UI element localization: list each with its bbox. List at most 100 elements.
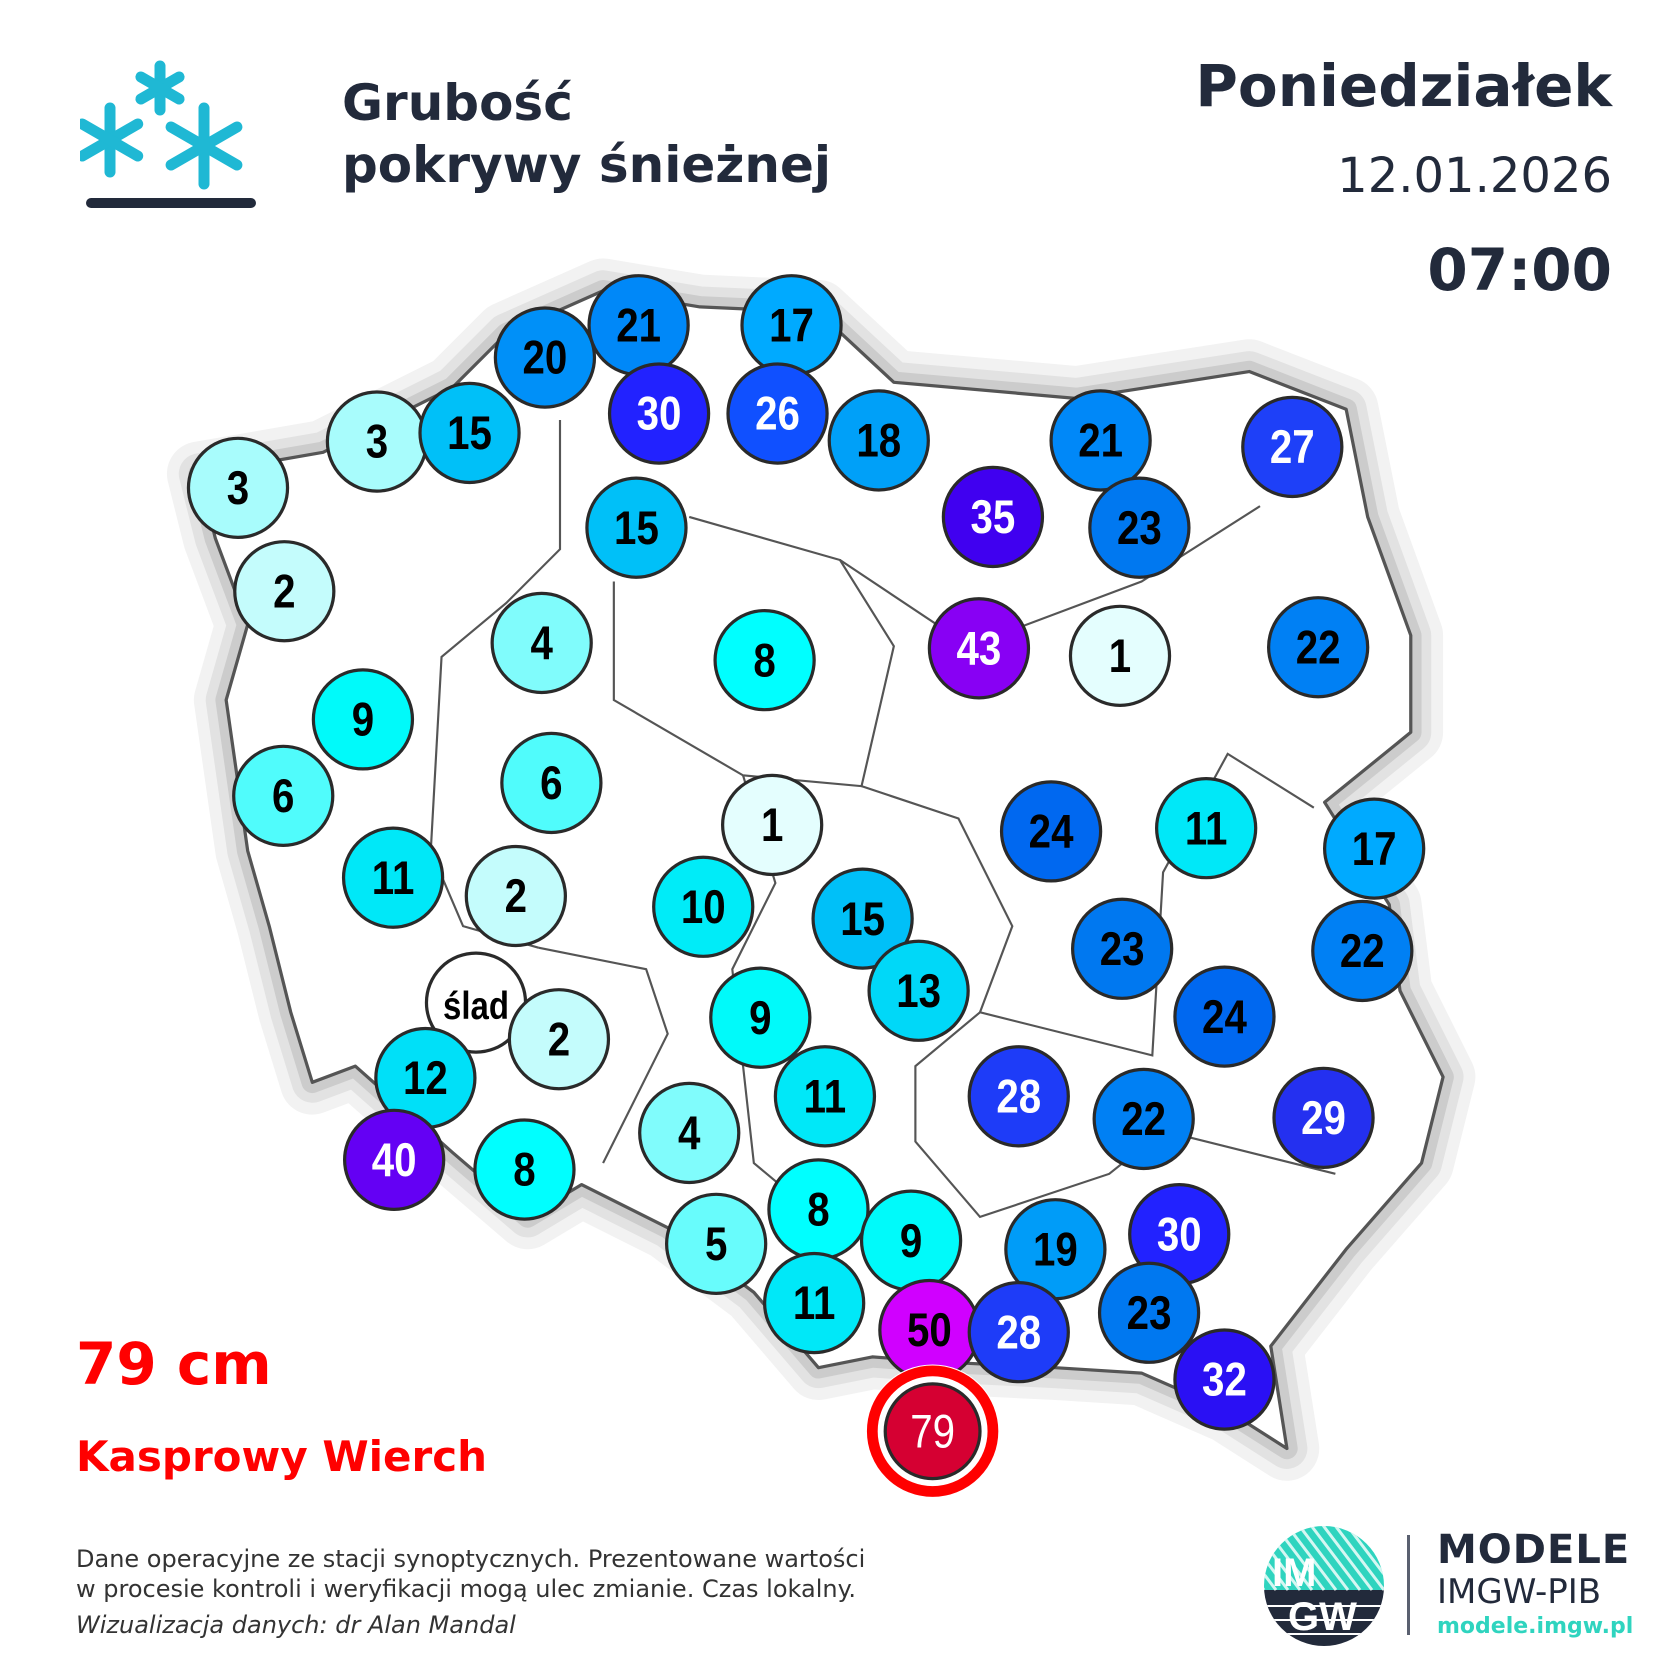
station-circle — [1272, 1066, 1375, 1169]
station-value: 15 — [840, 893, 885, 946]
station-marker[interactable]: 21 — [1049, 389, 1152, 492]
station-marker[interactable]: 15 — [585, 476, 688, 579]
station-circle — [341, 826, 445, 929]
station-marker[interactable]: 26 — [726, 362, 829, 465]
station-marker[interactable]: 50 — [878, 1278, 981, 1382]
station-marker[interactable]: 24 — [999, 780, 1103, 883]
station-marker[interactable]: 23 — [1088, 476, 1191, 579]
station-circle — [927, 597, 1031, 700]
station-marker[interactable]: 3 — [325, 390, 429, 493]
station-marker[interactable]: 19 — [1004, 1198, 1107, 1301]
voivodeship-border — [839, 505, 1261, 648]
station-marker[interactable]: 18 — [827, 389, 930, 492]
page-title: Grubość pokrywy śnieżnej — [342, 72, 831, 196]
station-marker[interactable]: 11 — [341, 826, 445, 929]
station-marker[interactable]: 24 — [1173, 965, 1276, 1068]
station-marker[interactable]: 22 — [1267, 596, 1370, 699]
station-circle — [967, 1045, 1070, 1148]
station-circle — [1088, 476, 1191, 579]
station-marker[interactable]: 11 — [773, 1045, 877, 1148]
footer-credit: Wizualizacja danych: dr Alan Mandal — [76, 1611, 516, 1639]
station-marker[interactable]: 17 — [1323, 797, 1426, 900]
station-circle — [967, 1281, 1070, 1384]
station-value: 4 — [678, 1107, 701, 1160]
station-value: 11 — [372, 852, 415, 905]
station-marker[interactable]: 11 — [762, 1251, 866, 1355]
station-marker[interactable]: 4 — [490, 591, 593, 695]
station-marker[interactable]: 10 — [652, 855, 755, 958]
station-marker[interactable]: 17 — [740, 274, 843, 377]
station-value: 9 — [900, 1215, 922, 1268]
station-marker[interactable]: 15 — [811, 867, 914, 970]
station-marker[interactable]: 15 — [418, 381, 521, 485]
station-circle — [827, 389, 930, 492]
station-marker[interactable]: 27 — [1241, 395, 1344, 499]
station-marker[interactable]: 1 — [720, 773, 824, 877]
station-value: 28 — [996, 1070, 1041, 1123]
station-marker[interactable]: 30 — [607, 362, 711, 465]
station-circle — [585, 476, 688, 579]
station-circle — [652, 855, 755, 958]
max-station-marker[interactable]: 79 — [865, 1364, 1000, 1498]
station-value: 1 — [761, 799, 783, 852]
station-value: 12 — [403, 1052, 448, 1105]
station-value: 8 — [513, 1144, 535, 1197]
brand-divider — [1407, 1535, 1410, 1635]
brand-line-2: IMGW-PIB — [1437, 1572, 1602, 1612]
station-marker[interactable]: 8 — [713, 608, 816, 712]
station-marker[interactable]: 43 — [927, 597, 1031, 700]
station-marker[interactable]: 8 — [767, 1158, 870, 1261]
svg-text:GW: GW — [1288, 1595, 1357, 1639]
station-marker[interactable]: 35 — [941, 465, 1045, 569]
station-marker[interactable]: 40 — [343, 1108, 446, 1211]
station-marker[interactable]: 8 — [473, 1118, 576, 1221]
station-marker[interactable]: 2 — [464, 844, 567, 948]
station-circle — [343, 1108, 446, 1211]
station-marker[interactable]: 3 — [186, 436, 290, 539]
station-value: 6 — [540, 757, 562, 810]
station-marker[interactable]: 4 — [638, 1081, 741, 1185]
station-value: 19 — [1033, 1223, 1078, 1276]
station-marker[interactable]: 30 — [1128, 1183, 1231, 1286]
max-ring — [866, 1365, 999, 1497]
station-marker[interactable]: 20 — [493, 306, 597, 409]
station-marker[interactable]: 28 — [967, 1281, 1070, 1384]
station-value: 24 — [1029, 806, 1074, 859]
station-marker[interactable]: ślad — [424, 951, 528, 1054]
station-marker[interactable]: 22 — [1311, 899, 1414, 1003]
station-marker[interactable]: 9 — [859, 1189, 963, 1292]
station-value: 18 — [856, 415, 901, 468]
station-marker[interactable]: 2 — [507, 988, 611, 1091]
station-marker[interactable]: 12 — [374, 1026, 477, 1130]
station-circle — [507, 988, 611, 1091]
voivodeship-border — [538, 946, 669, 1164]
brand-url[interactable]: modele.imgw.pl — [1437, 1614, 1634, 1639]
station-circle — [1311, 899, 1414, 1003]
station-marker[interactable]: 6 — [500, 731, 603, 835]
station-value: 20 — [523, 332, 568, 385]
station-marker[interactable]: 13 — [867, 939, 970, 1042]
voivodeship-border — [861, 752, 1315, 1057]
station-circle — [473, 1118, 576, 1221]
station-circle — [1092, 1067, 1195, 1171]
station-marker[interactable]: 1 — [1068, 604, 1172, 707]
station-marker[interactable]: 2 — [233, 540, 336, 643]
station-circle — [1323, 797, 1426, 900]
station-marker[interactable]: 11 — [1155, 776, 1258, 880]
station-marker[interactable]: 9 — [311, 668, 415, 771]
station-marker[interactable]: 23 — [1097, 1261, 1201, 1364]
title-line-1: Grubość — [342, 74, 573, 132]
station-marker[interactable]: 29 — [1272, 1066, 1375, 1169]
station-circle — [883, 1382, 982, 1481]
max-station-name: Kasprowy Wierch — [76, 1432, 488, 1481]
station-marker[interactable]: 6 — [232, 744, 335, 847]
station-marker[interactable]: 23 — [1071, 897, 1174, 1000]
station-marker[interactable]: 32 — [1173, 1328, 1276, 1431]
station-marker[interactable]: 21 — [587, 274, 690, 377]
station-marker[interactable]: 22 — [1092, 1067, 1195, 1171]
station-marker[interactable]: 9 — [709, 966, 812, 1069]
station-marker[interactable]: 28 — [967, 1045, 1070, 1148]
station-marker[interactable]: 5 — [664, 1192, 768, 1295]
station-circle — [1155, 776, 1258, 880]
